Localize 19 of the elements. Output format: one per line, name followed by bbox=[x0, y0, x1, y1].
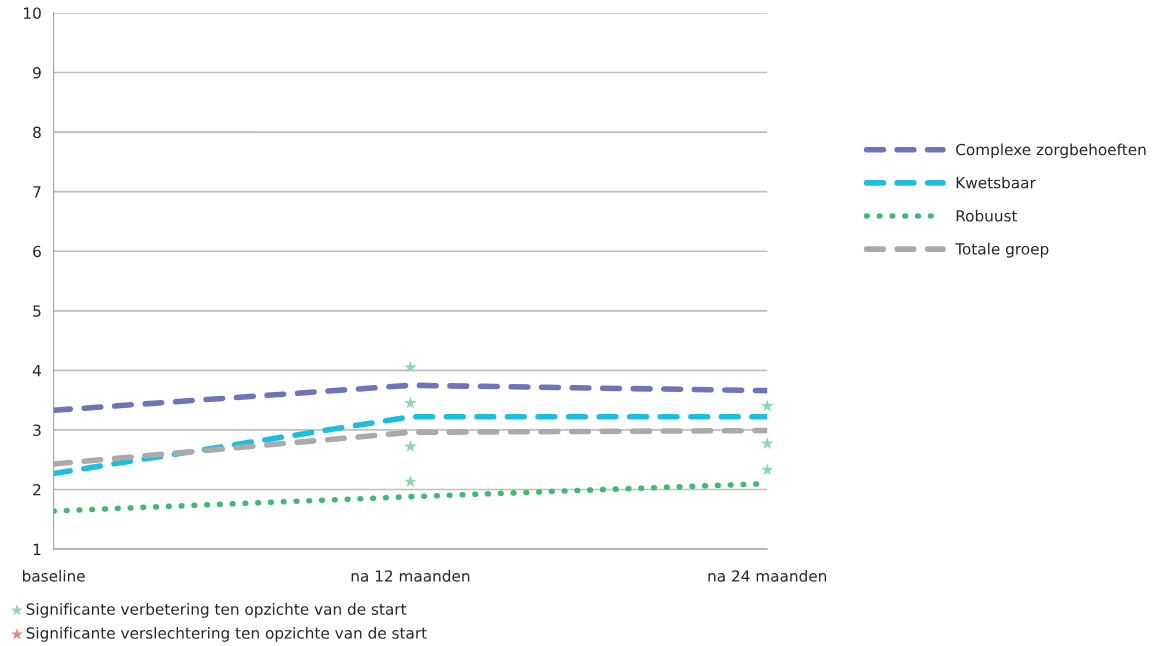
y-tick-label: 5 bbox=[33, 305, 41, 317]
y-tick-label: 10 bbox=[24, 7, 41, 19]
y-tick-label: 3 bbox=[33, 424, 41, 436]
legend-label: Kwetsbaar bbox=[956, 176, 1036, 189]
y-tick-label: 1 bbox=[33, 543, 41, 555]
legend-label: Robuust bbox=[956, 209, 1018, 222]
legend-label: Complexe zorgbehoeften bbox=[956, 143, 1146, 159]
x-tick-label: baseline bbox=[23, 569, 85, 582]
y-tick-label: 9 bbox=[33, 66, 41, 79]
text: Significante verslechtering ten opzichte van de start bbox=[26, 626, 427, 642]
y-tick-label: 7 bbox=[33, 186, 41, 198]
y-tick-label: 4 bbox=[32, 365, 41, 377]
x-tick-label: na 24 maanden bbox=[708, 569, 827, 582]
y-tick-label: 8 bbox=[33, 126, 41, 139]
y-tick-label: 6 bbox=[33, 245, 41, 258]
x-tick-label: na 12 maanden bbox=[351, 569, 470, 582]
legend-label: Totale groep bbox=[955, 242, 1049, 258]
text: Significante verbetering ten opzichte van de start bbox=[26, 603, 407, 618]
y-tick-label: 2 bbox=[33, 483, 41, 496]
